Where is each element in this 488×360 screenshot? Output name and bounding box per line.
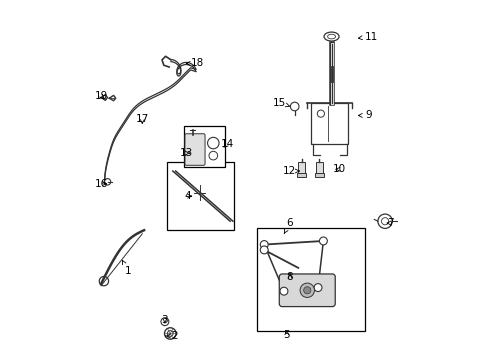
Text: 7: 7 [386,218,393,228]
Circle shape [280,287,287,295]
Circle shape [260,246,267,254]
Text: 14: 14 [220,139,233,149]
Text: 4: 4 [184,191,191,201]
Text: 1: 1 [122,260,131,276]
Bar [183,126,224,167]
Text: 16: 16 [94,179,107,189]
Text: 18: 18 [186,58,203,68]
Text: 6: 6 [284,218,293,233]
Text: 19: 19 [94,91,107,101]
Circle shape [319,237,326,245]
Bar [257,228,364,330]
Text: 3: 3 [161,315,168,325]
Text: 2: 2 [165,331,178,341]
FancyBboxPatch shape [184,134,204,165]
Circle shape [313,284,321,292]
Bar [298,162,304,173]
Text: 5: 5 [283,330,289,340]
Circle shape [303,287,310,294]
Circle shape [260,240,267,248]
Text: 13: 13 [180,148,193,158]
Text: 9: 9 [358,111,371,121]
Bar [314,173,323,177]
Bar [297,173,305,177]
Text: 15: 15 [272,98,289,108]
FancyBboxPatch shape [279,274,335,307]
Text: 11: 11 [358,32,378,41]
Bar [310,103,348,144]
Ellipse shape [324,32,338,41]
Bar [167,162,233,230]
Text: 12: 12 [282,166,299,176]
Bar [316,162,322,173]
Ellipse shape [327,34,335,39]
Circle shape [300,283,314,297]
Text: 10: 10 [332,164,346,174]
Text: 17: 17 [135,114,149,124]
Text: 8: 8 [286,272,293,282]
